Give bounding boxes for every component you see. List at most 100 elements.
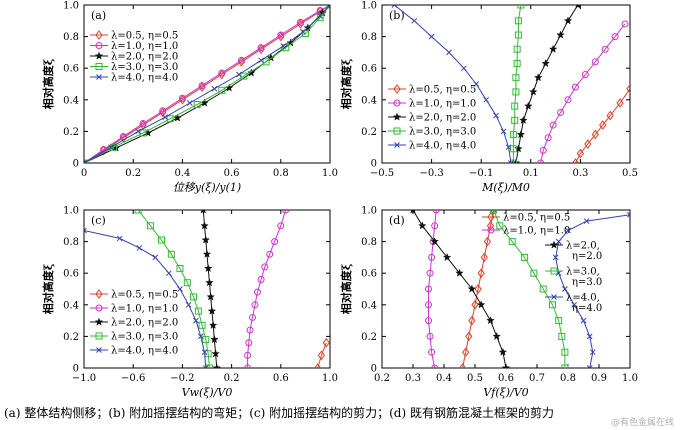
legend-label-cont: η=3.0 [572, 277, 602, 288]
data-point [271, 238, 279, 246]
data-point [116, 235, 123, 242]
data-point [428, 33, 435, 40]
data-point [200, 210, 206, 214]
y-tick-label: 0.4 [63, 95, 79, 106]
y-tick-label: 0.4 [63, 300, 79, 311]
watermark: @有色金属在线 [610, 418, 674, 428]
y-tick-label: 0.2 [63, 332, 79, 343]
legend-marker [550, 267, 558, 275]
data-point [258, 57, 264, 64]
x-tick-label: 0 [81, 168, 87, 179]
x-tick-label: 1.0 [622, 373, 638, 384]
data-point [509, 131, 517, 139]
data-point [300, 29, 306, 35]
y-tick-label: 0.6 [63, 269, 79, 280]
legend-marker [393, 127, 401, 135]
x-tick-label: 0.4 [436, 373, 452, 384]
data-point [512, 74, 520, 82]
data-point [446, 49, 452, 56]
data-point [562, 286, 568, 292]
data-point [430, 237, 439, 246]
legend-label: λ=3.0, η=3.0 [409, 127, 476, 138]
data-point [245, 339, 253, 347]
data-point [296, 18, 304, 26]
legend-label: λ=1.0, η=1.0 [409, 99, 476, 110]
x-tick-label: −1.0 [72, 373, 96, 384]
data-point [167, 250, 175, 258]
legend-label: λ=2.0, η=2.0 [111, 318, 178, 329]
data-point [627, 211, 630, 218]
legend-marker [551, 294, 557, 300]
data-point [509, 159, 517, 163]
x-tick-label: 0.8 [273, 168, 289, 179]
data-point [282, 210, 290, 214]
series-group [391, 5, 630, 163]
data-point [533, 73, 543, 82]
series-group [410, 210, 630, 368]
data-point [201, 349, 208, 356]
data-point [425, 317, 432, 325]
legend-marker [95, 63, 103, 70]
data-point [544, 134, 552, 142]
y-tick-label: 0.4 [361, 95, 377, 106]
data-point [517, 5, 525, 9]
data-point [257, 44, 265, 55]
data-point [496, 222, 504, 230]
data-point [84, 227, 87, 234]
series-line [84, 5, 330, 163]
series-group [84, 5, 330, 163]
panel-label: (c) [91, 214, 106, 227]
legend-marker [96, 74, 102, 80]
data-point [244, 351, 252, 359]
data-point [571, 158, 580, 163]
data-point [322, 337, 330, 348]
legend-label: λ=1.0, η=1.0 [503, 226, 570, 237]
data-point [257, 44, 265, 52]
data-point [205, 278, 214, 287]
data-point [511, 116, 519, 124]
data-point [208, 320, 218, 329]
data-point [428, 253, 436, 261]
data-point [206, 292, 215, 301]
data-point [185, 301, 192, 308]
y-axis-label: 相对高度ξ [41, 263, 55, 314]
legend-label: λ=2.0, η=2.0 [409, 113, 476, 124]
data-point [492, 331, 501, 341]
y-tick-label: 0.2 [361, 127, 377, 138]
legend-label: λ=0.5, η=0.5 [111, 290, 178, 301]
data-point [193, 317, 199, 324]
panel-a: 0 0.2 0.4 0.6 0.8 1.0 0 0.2 0.4 0.6 0.8 1.0 位移y(ξ)/y… [41, 1, 338, 195]
x-tick-label: 0.3 [405, 373, 421, 384]
legend-label: λ=1.0, η=1.0 [111, 41, 178, 52]
data-point [442, 252, 452, 262]
x-tick-label: −0.1 [469, 168, 493, 179]
data-point [139, 120, 147, 127]
series-line [515, 5, 579, 163]
data-point [541, 58, 550, 68]
panel-b: −0.5 −0.3 −0.1 0.1 0.3 0.5 0 0.2 0.4 0.6 0.8 1.0 M(ξ… [339, 1, 638, 195]
data-point [159, 107, 167, 115]
legend-marker [95, 42, 103, 49]
data-point [558, 332, 566, 340]
data-point [135, 128, 141, 135]
legend-label: λ=0.5, η=0.5 [111, 31, 178, 42]
data-point [557, 108, 565, 116]
y-axis-label: 相对高度ξ [41, 58, 55, 109]
x-tick-label: 0.5 [467, 373, 483, 384]
data-point [539, 146, 547, 154]
data-point [513, 45, 521, 53]
legend-marker [487, 212, 495, 222]
x-tick-label: 0.1 [523, 168, 539, 179]
data-point [571, 83, 579, 91]
data-point [218, 86, 226, 94]
x-tick-label: −0.2 [170, 373, 194, 384]
y-tick-label: 1.0 [361, 1, 377, 12]
data-point [431, 364, 439, 368]
data-point [490, 210, 498, 214]
legend-label: λ=4.0, η=4.0 [111, 346, 178, 357]
data-point [468, 315, 476, 326]
x-tick-label: 0.6 [273, 373, 289, 384]
x-tick-label: −0.3 [419, 168, 443, 179]
data-point [591, 58, 599, 66]
data-point [152, 254, 159, 261]
